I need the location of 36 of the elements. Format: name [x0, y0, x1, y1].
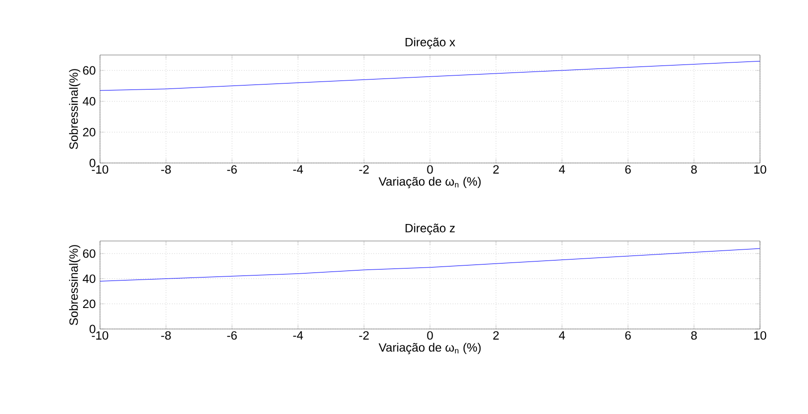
x-tick-label: -8 — [161, 165, 171, 174]
x-tick-label: 2 — [493, 331, 499, 340]
y-tick-label: 40 — [82, 97, 96, 106]
y-tick-label: 60 — [83, 249, 96, 258]
x-tick-label: -4 — [293, 165, 303, 174]
x-tick-label: -6 — [227, 165, 237, 174]
y-tick-label: 20 — [83, 300, 96, 308]
y-tick-label: 60 — [83, 66, 96, 75]
x-axis-title: Variação de ω$_{n}$ (%) — [378, 342, 481, 354]
x-tick-label: 4 — [558, 331, 565, 340]
y-axis-title: Sobressinal(%) — [69, 245, 80, 326]
x-tick-label: 6 — [625, 331, 631, 340]
x-tick-label: 4 — [558, 165, 565, 174]
x-tick-label: 8 — [691, 331, 697, 340]
x-tick-label: 10 — [754, 331, 766, 340]
x-tick-label: -8 — [161, 331, 171, 340]
x-tick-label: 10 — [754, 165, 766, 174]
y-tick-label: 0 — [90, 158, 96, 168]
x-tick-label: 2 — [493, 165, 499, 174]
chart-title: Direção z — [406, 224, 455, 235]
x-tick-label: -6 — [227, 331, 237, 340]
x-tick-label: 0 — [427, 331, 433, 340]
x-tick-label: -10 — [92, 331, 108, 340]
y-tick-label: 0 — [90, 324, 96, 334]
x-tick-label: 8 — [691, 165, 697, 174]
x-axis-title: Variação de ω$_{n}$ (%) — [378, 176, 481, 188]
y-tick-label: 40 — [82, 274, 96, 283]
y-axis-title: Sobressinal(%) — [69, 69, 80, 150]
x-tick-label: -10 — [92, 165, 108, 174]
chart-title: Direção x — [406, 38, 456, 49]
y-tick-label: 20 — [83, 128, 96, 136]
x-tick-label: 6 — [625, 165, 631, 174]
x-tick-label: 0 — [427, 165, 433, 174]
x-tick-label: -2 — [359, 165, 369, 174]
x-tick-label: -4 — [293, 331, 303, 340]
x-tick-label: -2 — [359, 331, 369, 340]
